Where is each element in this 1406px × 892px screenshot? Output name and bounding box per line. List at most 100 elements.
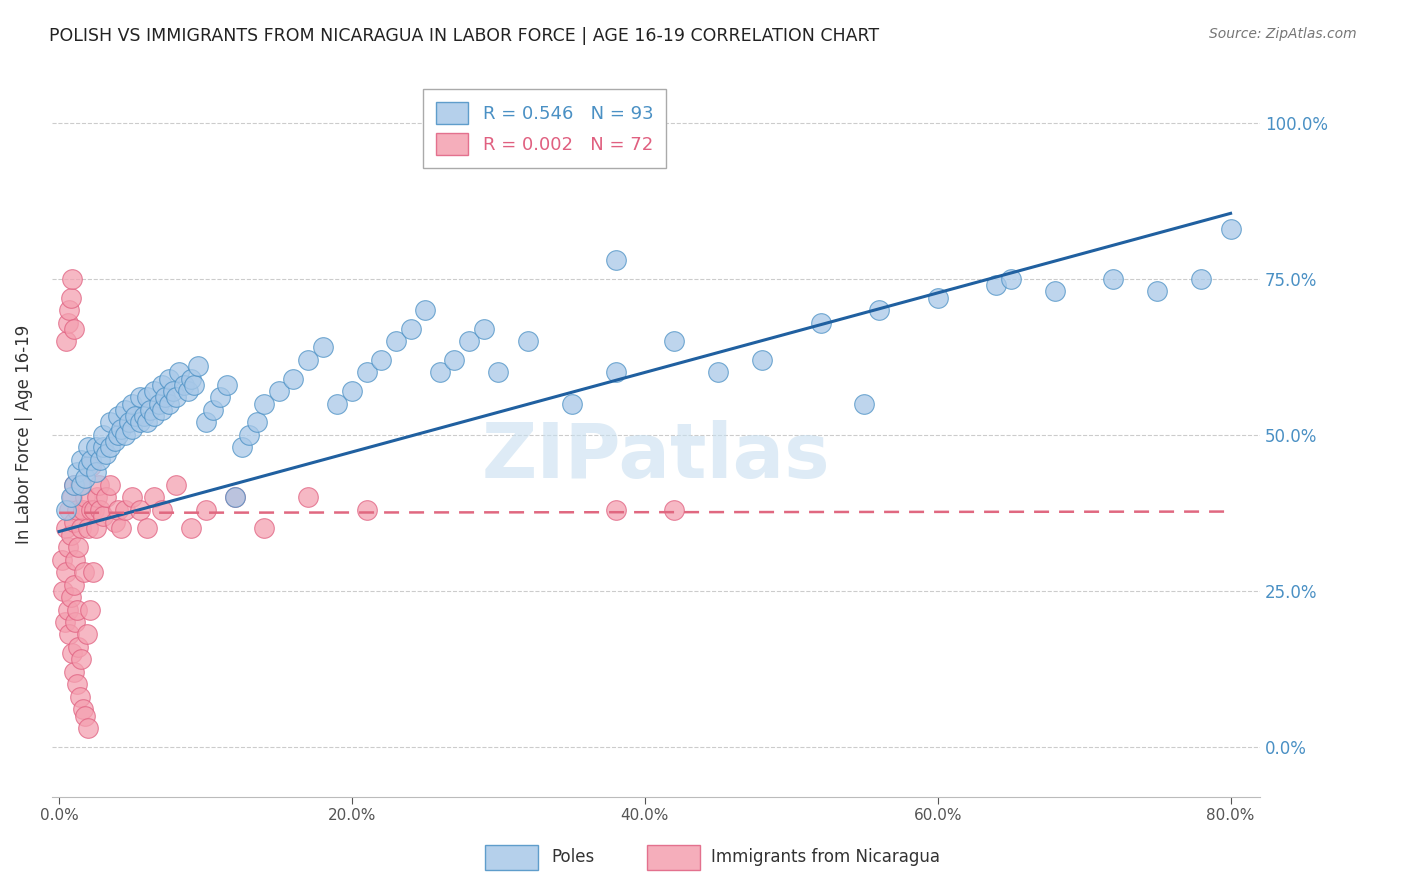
Point	[55, 521, 77, 535]
Point	[69, 690, 91, 704]
Point	[94, 490, 117, 504]
Point	[143, 409, 166, 423]
Point	[66, 602, 89, 616]
Point	[429, 366, 451, 380]
Point	[56, 316, 79, 330]
Point	[80, 458, 103, 473]
Point	[80, 502, 103, 516]
Point	[136, 391, 159, 405]
Point	[124, 409, 146, 423]
Point	[69, 477, 91, 491]
Point	[77, 521, 100, 535]
Point	[246, 415, 269, 429]
Point	[67, 640, 90, 654]
Point	[516, 334, 538, 349]
Point	[458, 334, 481, 349]
Point	[253, 521, 276, 535]
Point	[143, 384, 166, 399]
Point	[194, 415, 217, 429]
Text: Poles: Poles	[551, 848, 595, 866]
Point	[751, 353, 773, 368]
Point	[605, 366, 627, 380]
Point	[55, 565, 77, 579]
Point	[162, 384, 184, 399]
Point	[148, 397, 170, 411]
Point	[110, 421, 132, 435]
Point	[443, 353, 465, 368]
Point	[231, 440, 253, 454]
Point	[201, 402, 224, 417]
Point	[75, 471, 97, 485]
Point	[238, 427, 260, 442]
Point	[98, 415, 121, 429]
Point	[59, 527, 82, 541]
Point	[311, 341, 333, 355]
Point	[326, 397, 349, 411]
Point	[98, 477, 121, 491]
Point	[662, 334, 685, 349]
Point	[62, 515, 84, 529]
Point	[194, 502, 217, 516]
Point	[98, 440, 121, 454]
Point	[128, 415, 150, 429]
Point	[399, 322, 422, 336]
Point	[167, 366, 190, 380]
Point	[59, 291, 82, 305]
Point	[104, 515, 127, 529]
Point	[76, 627, 98, 641]
Point	[70, 521, 93, 535]
Point	[62, 477, 84, 491]
Legend: R = 0.546   N = 93, R = 0.002   N = 72: R = 0.546 N = 93, R = 0.002 N = 72	[423, 89, 666, 168]
Point	[60, 272, 83, 286]
Point	[413, 303, 436, 318]
Point	[605, 253, 627, 268]
Point	[853, 397, 876, 411]
Point	[83, 502, 105, 516]
Point	[283, 372, 305, 386]
Point	[128, 502, 150, 516]
Point	[91, 427, 114, 442]
Point	[157, 372, 180, 386]
Point	[60, 646, 83, 660]
Point	[370, 353, 392, 368]
Point	[62, 322, 84, 336]
Point	[253, 397, 276, 411]
Point	[121, 490, 143, 504]
Point	[340, 384, 363, 399]
Point	[72, 702, 94, 716]
Point	[55, 334, 77, 349]
Point	[132, 409, 155, 423]
Point	[114, 402, 136, 417]
Point	[136, 415, 159, 429]
Point	[60, 490, 83, 504]
Point	[70, 652, 93, 666]
Point	[267, 384, 290, 399]
Point	[187, 359, 209, 374]
Point	[121, 397, 143, 411]
Point	[67, 540, 90, 554]
Point	[79, 602, 101, 616]
Y-axis label: In Labor Force | Age 16-19: In Labor Force | Age 16-19	[15, 326, 32, 544]
Point	[56, 602, 79, 616]
Point	[224, 490, 246, 504]
Point	[107, 409, 129, 423]
Point	[91, 508, 114, 523]
Point	[107, 502, 129, 516]
Point	[75, 708, 97, 723]
Point	[104, 434, 127, 448]
Point	[94, 446, 117, 460]
Point	[165, 477, 187, 491]
Point	[52, 583, 75, 598]
Point	[217, 378, 239, 392]
Point	[77, 721, 100, 735]
Point	[1219, 222, 1241, 236]
Point	[59, 590, 82, 604]
Point	[53, 615, 76, 629]
Point	[1146, 285, 1168, 299]
Text: ZIPatlas: ZIPatlas	[481, 419, 830, 493]
Point	[84, 521, 107, 535]
Point	[143, 490, 166, 504]
Point	[486, 366, 509, 380]
Point	[927, 291, 949, 305]
Point	[157, 397, 180, 411]
